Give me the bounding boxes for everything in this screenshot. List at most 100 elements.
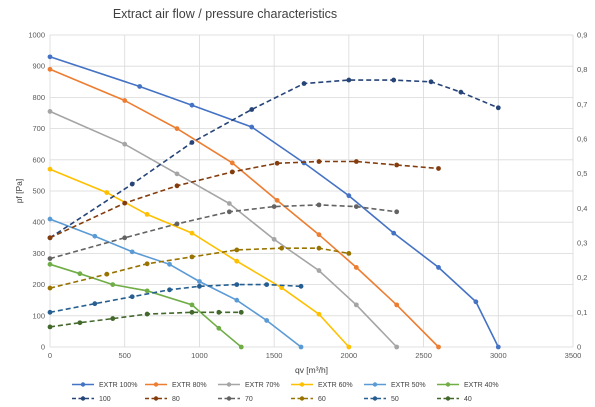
legend-marker-5 [446,382,450,386]
legend-label-11: 40 [464,396,472,403]
y-tick-label: 700 [32,124,45,133]
data-point-1 [394,302,399,307]
data-point-9 [279,246,284,251]
data-point-3 [145,212,150,217]
data-point-4 [48,217,53,222]
data-point-10 [130,294,135,299]
x-tick-label: 2500 [415,351,432,360]
data-point-6 [496,105,501,110]
y-tick-label: 400 [32,218,45,227]
y2-tick-label: 0,5 [577,169,587,178]
data-point-9 [145,261,150,266]
legend-marker-6 [81,396,85,400]
data-point-9 [190,254,195,259]
x-tick-label: 0 [48,351,52,360]
data-point-6 [130,182,135,187]
data-point-7 [122,201,127,206]
legend-label-9: 60 [318,396,326,403]
data-point-8 [317,202,322,207]
data-point-3 [48,167,53,172]
data-point-4 [234,298,239,303]
data-point-2 [227,201,232,206]
data-point-9 [104,272,109,277]
data-point-0 [48,54,53,59]
legend-label-4: EXTR 50% [391,382,426,389]
data-point-1 [175,126,180,131]
data-point-2 [317,268,322,273]
data-point-6 [302,81,307,86]
data-point-2 [394,345,399,350]
data-point-11 [77,320,82,325]
data-point-7 [230,170,235,175]
data-point-8 [394,209,399,214]
data-point-9 [234,248,239,253]
data-point-5 [239,345,244,350]
data-point-7 [394,163,399,168]
data-point-0 [473,299,478,304]
data-point-3 [190,231,195,236]
data-point-1 [436,345,441,350]
data-point-4 [299,345,304,350]
data-point-1 [354,265,359,270]
data-point-5 [216,326,221,331]
y-tick-label: 0 [41,343,45,352]
data-point-5 [77,271,82,276]
x-tick-label: 3500 [565,351,582,360]
data-point-6 [391,78,396,83]
y2-tick-label: 0,7 [577,100,587,109]
y-tick-label: 500 [32,187,45,196]
legend-marker-8 [227,396,231,400]
data-point-11 [110,316,115,321]
legend-label-1: EXTR 80% [172,382,207,389]
data-point-7 [175,183,180,188]
data-point-8 [354,204,359,209]
data-point-9 [317,246,322,251]
legend-marker-7 [154,396,158,400]
data-point-9 [346,251,351,256]
data-point-4 [130,249,135,254]
data-point-0 [496,345,501,350]
y2-tick-label: 0,4 [577,204,587,213]
data-point-10 [299,284,304,289]
data-point-4 [92,234,97,239]
y2-tick-label: 0,9 [577,31,587,40]
data-point-0 [190,103,195,108]
legend-marker-9 [300,396,304,400]
data-point-3 [346,345,351,350]
data-point-3 [104,190,109,195]
data-point-2 [122,142,127,147]
y-tick-label: 300 [32,249,45,258]
data-point-2 [354,302,359,307]
data-point-3 [317,312,322,317]
data-point-10 [92,301,97,306]
data-point-5 [48,262,53,267]
x-tick-label: 500 [118,351,131,360]
legend-marker-11 [446,396,450,400]
data-point-0 [436,265,441,270]
data-point-11 [216,310,221,315]
y2-tick-label: 0,6 [577,135,587,144]
data-point-9 [48,286,53,291]
y-tick-label: 200 [32,280,45,289]
y-tick-label: 900 [32,62,45,71]
data-point-6 [346,78,351,83]
data-point-7 [317,159,322,164]
data-point-11 [190,310,195,315]
data-point-8 [48,256,53,261]
data-point-10 [167,287,172,292]
data-point-6 [429,79,434,84]
data-point-4 [197,279,202,284]
y-axis-title: pf [Pa] [14,179,24,204]
data-point-10 [234,282,239,287]
data-point-7 [275,161,280,166]
data-point-5 [190,302,195,307]
data-point-7 [436,166,441,171]
data-point-10 [197,284,202,289]
data-point-4 [167,262,172,267]
legend-marker-10 [373,396,377,400]
legend-label-6: 100 [99,396,111,403]
x-tick-label: 1500 [266,351,283,360]
x-tick-label: 1000 [191,351,208,360]
data-point-0 [137,84,142,89]
data-point-8 [227,209,232,214]
